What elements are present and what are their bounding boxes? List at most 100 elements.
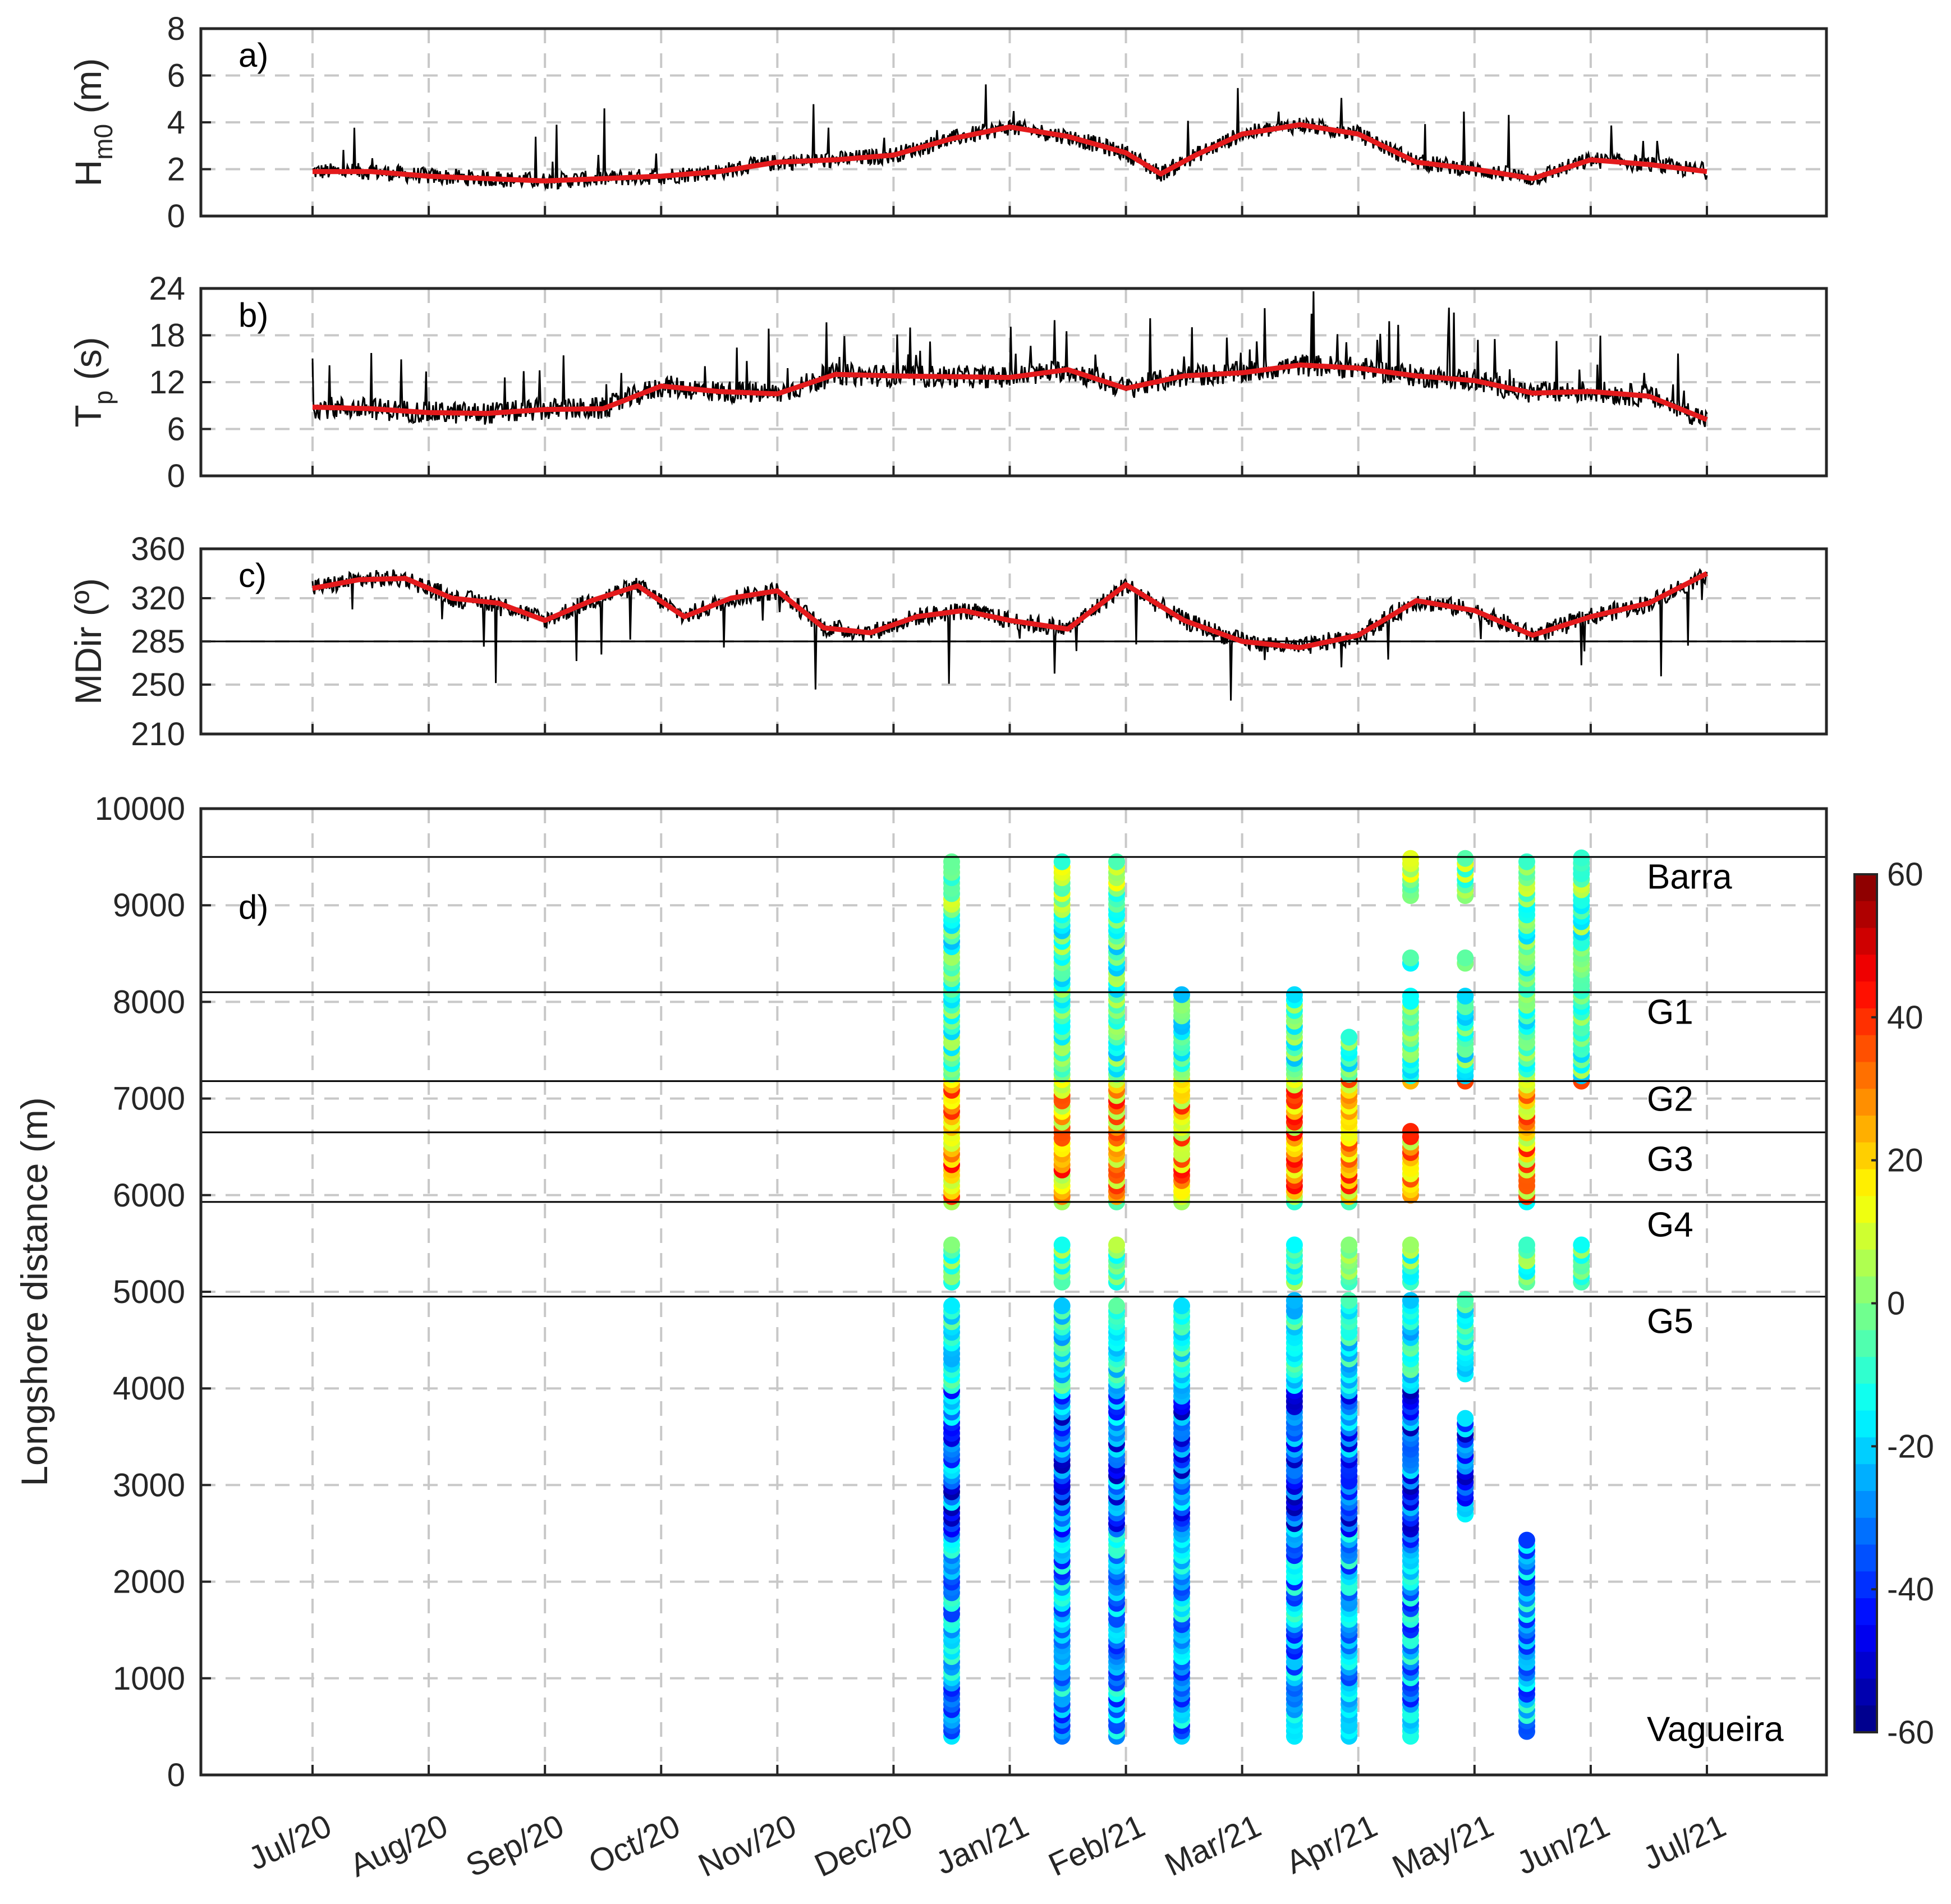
colorbar-swatch (1854, 1410, 1877, 1438)
colorbar-swatch (1854, 1678, 1877, 1706)
colorbar-swatch (1854, 1330, 1877, 1357)
panel-b: 0 6 12 18 24 b) Tp (s) (67, 270, 1828, 494)
segment-label: G3 (1647, 1140, 1693, 1178)
colorbar-swatch (1854, 1598, 1877, 1626)
y-tick-label: 1000 (113, 1660, 185, 1697)
colorbar-tick-label: 60 (1887, 856, 1924, 893)
x-tick-label: Nov/20 (693, 1807, 802, 1884)
panel-d: Barra G1 G2 G3 G4 G5 Vagueira 0 1000 2000 3000 4000… (13, 791, 1828, 1885)
scatter-point (1173, 1297, 1190, 1314)
colorbar-swatch (1854, 901, 1877, 929)
colorbar-swatch (1854, 1383, 1877, 1411)
y-tick-label: 5000 (113, 1274, 185, 1310)
colorbar-swatch (1854, 874, 1877, 902)
y-tick-label: 250 (131, 667, 185, 703)
scatter-point (1518, 853, 1535, 870)
x-tick-label: Sep/20 (461, 1807, 570, 1884)
x-tick-label: May/21 (1387, 1807, 1499, 1885)
scatter-point (943, 853, 960, 870)
x-tick-label: Oct/20 (583, 1807, 685, 1881)
y-tick-label: 285 (131, 623, 185, 660)
y-tick-label: 4000 (113, 1370, 185, 1407)
y-axis-label: Tp (s) (67, 337, 118, 427)
scatter-point (1457, 949, 1474, 966)
segment-label: G4 (1647, 1205, 1693, 1244)
scatter-point (1518, 1531, 1535, 1549)
panel-label: c) (238, 557, 267, 594)
scatter-point (943, 1236, 960, 1254)
colorbar-swatch (1854, 1625, 1877, 1653)
y-axis-label: MDir (º) (67, 578, 109, 705)
y-tick-label: 320 (131, 580, 185, 617)
y-axis-label: Longshore distance (m) (13, 1097, 55, 1486)
colorbar-swatch (1854, 955, 1877, 982)
colorbar-tick-label: -60 (1887, 1714, 1934, 1751)
colorbar-swatch (1854, 1705, 1877, 1733)
x-tick-label: Mar/21 (1159, 1807, 1266, 1883)
smoothed-series-line (312, 362, 1708, 422)
panel-a: 0 2 4 6 8 a) Hm0 (m) (67, 11, 1828, 235)
colorbar-swatch (1854, 928, 1877, 956)
segment-label: G5 (1647, 1302, 1693, 1341)
scatter-point (1173, 986, 1190, 1003)
scatter-point (1573, 1236, 1590, 1254)
y-tick-label: 0 (167, 1757, 185, 1793)
colorbar-swatch (1854, 1249, 1877, 1277)
y-tick-label: 7000 (113, 1081, 185, 1117)
scatter-point (1341, 1029, 1358, 1046)
segment-label: Barra (1647, 858, 1732, 897)
x-tick-label: Jan/21 (930, 1807, 1034, 1882)
colorbar-swatch (1854, 1437, 1877, 1465)
scatter-point (1457, 850, 1474, 867)
colorbar-swatch (1854, 1651, 1877, 1680)
x-tick-label: Dec/20 (809, 1807, 918, 1884)
panel-label: d) (238, 888, 268, 926)
y-tick-label: 8 (167, 11, 185, 47)
y-tick-label: 210 (131, 716, 185, 753)
y-tick-label: 0 (167, 458, 185, 494)
scatter-point (1457, 1410, 1474, 1427)
colorbar-swatch (1854, 1276, 1877, 1304)
segment-label: G1 (1647, 993, 1693, 1032)
smoothed-series-line (313, 122, 1707, 183)
scatter-point (1402, 949, 1419, 966)
colorbar-swatch (1854, 1491, 1877, 1518)
x-tick-label: Jul/20 (243, 1807, 337, 1877)
scatter-point (1518, 1236, 1535, 1254)
scatter-point (1402, 1236, 1419, 1254)
colorbar-tick-label: 20 (1887, 1143, 1924, 1179)
colorbar-swatch (1854, 1303, 1877, 1331)
colorbar-swatch (1854, 1116, 1877, 1143)
colorbar-tick-label: -20 (1887, 1428, 1934, 1465)
y-tick-label: 24 (149, 270, 185, 307)
panel-label: b) (238, 296, 268, 334)
scatter-point (1108, 1236, 1125, 1254)
scatter-point (943, 1297, 960, 1314)
scatter-point (1286, 1236, 1303, 1254)
raw-series-line (311, 291, 1708, 428)
colorbar-swatch (1854, 1223, 1877, 1250)
scatter-point (1286, 986, 1303, 1003)
y-tick-label: 8000 (113, 984, 185, 1020)
x-tick-label: Feb/21 (1043, 1807, 1150, 1883)
x-tick-label: Apr/21 (1280, 1807, 1383, 1881)
y-tick-label: 10000 (95, 791, 185, 827)
colorbar-tick-label: -40 (1887, 1571, 1934, 1608)
scatter-point (1341, 1292, 1358, 1309)
colorbar-tick-label: 0 (1887, 1286, 1905, 1322)
scatter-point (1402, 988, 1419, 1005)
colorbar-swatch (1854, 1544, 1877, 1572)
scatter-point (1457, 1291, 1474, 1308)
y-tick-label: 18 (149, 318, 185, 354)
y-tick-label: 0 (167, 198, 185, 235)
colorbar-swatch (1854, 1062, 1877, 1090)
scatter-point (1402, 1292, 1419, 1309)
colorbar-swatch (1854, 1035, 1877, 1063)
y-axis-label: Hm0 (m) (67, 58, 118, 187)
segment-label: Vagueira (1647, 1710, 1784, 1749)
scatter-point (1341, 1236, 1358, 1254)
y-tick-label: 3000 (113, 1467, 185, 1503)
scatter-point (1402, 850, 1419, 867)
colorbar-swatch (1854, 1089, 1877, 1116)
